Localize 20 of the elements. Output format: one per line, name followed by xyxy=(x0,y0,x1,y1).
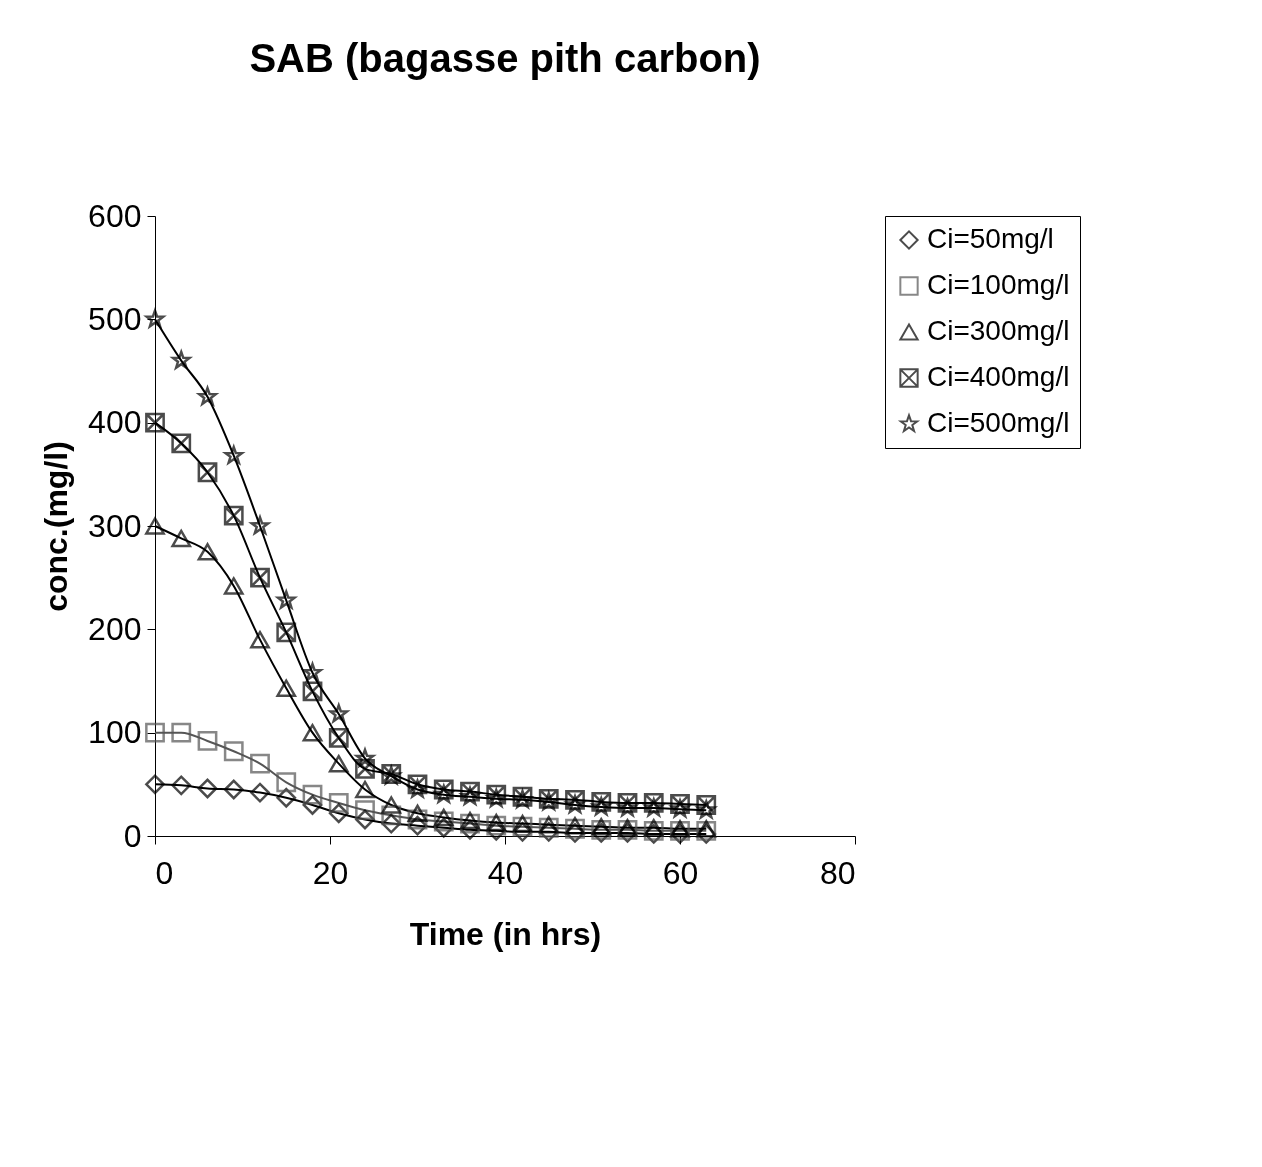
x-tick-label: 20 xyxy=(312,854,349,891)
chart-title: SAB (bagasse pith carbon) xyxy=(249,36,761,80)
y-tick-label: 200 xyxy=(88,610,142,647)
x-tick-label: 80 xyxy=(819,854,856,891)
legend-label: Ci=100mg/l xyxy=(927,269,1070,300)
x-axis-title: Time (in hrs) xyxy=(409,915,602,952)
x-tick-label: 40 xyxy=(487,854,524,891)
y-tick-label: 500 xyxy=(88,300,142,337)
y-tick-label: 600 xyxy=(88,197,142,234)
legend-label: Ci=300mg/l xyxy=(927,315,1070,346)
y-tick-label: 100 xyxy=(88,714,142,751)
x-tick-label: 0 xyxy=(155,854,174,891)
y-tick-label: 300 xyxy=(88,507,142,544)
y-tick-label: 400 xyxy=(88,404,142,441)
y-tick-label: 0 xyxy=(123,817,142,854)
legend-label: Ci=500mg/l xyxy=(927,407,1070,438)
y-axis-title: conc.(mg/l) xyxy=(38,441,75,612)
legend-label: Ci=50mg/l xyxy=(927,223,1054,254)
x-tick-label: 60 xyxy=(662,854,699,891)
legend-label: Ci=400mg/l xyxy=(927,361,1070,392)
